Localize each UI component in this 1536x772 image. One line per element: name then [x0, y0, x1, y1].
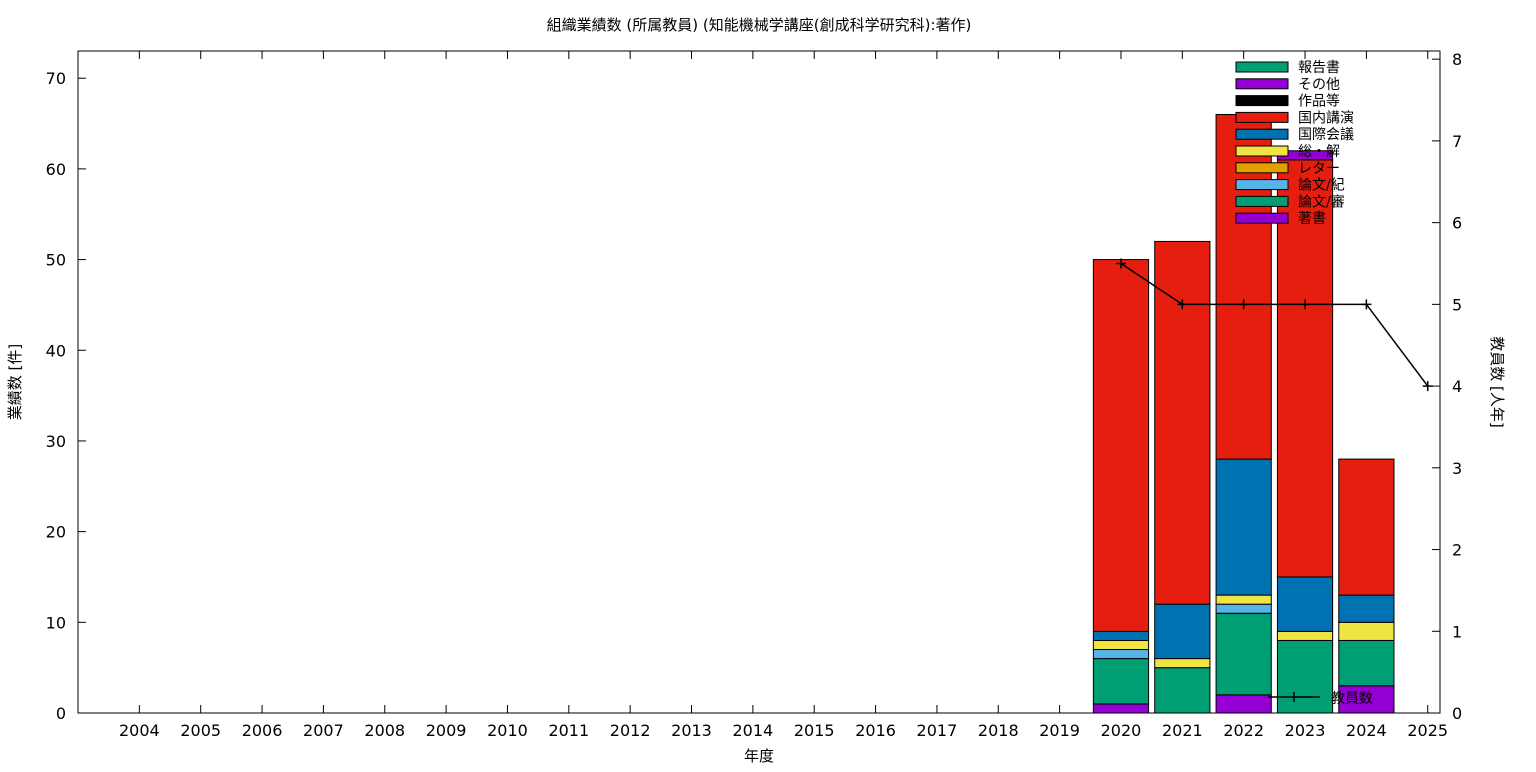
y-tick-label: 50 [46, 251, 66, 270]
y-axis-label: 業績数 [件] [6, 344, 24, 420]
x-tick-label: 2004 [119, 721, 160, 740]
bar-segment [1338, 594, 1395, 623]
legend-label: 国内講演 [1298, 110, 1354, 126]
bar-segment [1092, 649, 1150, 660]
bar-segment [1215, 594, 1272, 605]
bar-segment [1092, 639, 1150, 651]
y2-tick-label: 2 [1452, 541, 1462, 560]
y2-tick-label: 5 [1452, 295, 1462, 314]
legend-label: 国際会議 [1298, 126, 1354, 143]
x-tick-label: 2017 [917, 721, 958, 740]
y-tick-label: 0 [56, 704, 66, 723]
x-tick-label: 2023 [1285, 721, 1326, 740]
x-tick-label: 2005 [180, 721, 221, 740]
chart-title: 組織業績数 (所属教員) (知能機械学講座(創成科学研究科):著作) [547, 16, 972, 34]
bar-segment [1338, 458, 1395, 596]
x-tick-label: 2022 [1223, 721, 1264, 740]
bar-segment [1092, 259, 1150, 632]
y-tick-label: 10 [46, 613, 66, 632]
plot-layer: 0 10 20 30 40 50 60 70 0 1 2 3 4 5 6 7 8 2004 2005 2006 2007… [46, 50, 1463, 740]
y2-tick-label: 8 [1452, 50, 1462, 69]
x-tick-label: 2011 [548, 721, 589, 740]
legend-swatch [1235, 111, 1289, 123]
y-tick-label: 60 [46, 160, 66, 179]
x-axis-label: 年度 [744, 747, 774, 765]
x-tick-label: 2008 [364, 721, 405, 740]
x-tick-label: 2010 [487, 721, 528, 740]
y-tick-label: 20 [46, 523, 66, 542]
x-tick-label: 2013 [671, 721, 712, 740]
legend-swatch [1235, 78, 1289, 90]
legend-label: 著書 [1298, 211, 1326, 227]
y-tick-label: 40 [46, 341, 66, 360]
y2-tick-label: 0 [1452, 704, 1462, 723]
x-tick-label: 2012 [610, 721, 651, 740]
legend-swatch [1235, 179, 1289, 191]
plot-frame [77, 50, 1441, 714]
legend-label: 総・解 [1298, 144, 1340, 160]
x-tick-label: 2015 [794, 721, 835, 740]
teacher-count-line [1120, 262, 1429, 387]
bar-segment [1338, 621, 1395, 641]
x-tick-label: 2007 [303, 721, 344, 740]
bar-segment [1092, 630, 1150, 641]
y2-tick-label: 1 [1452, 622, 1462, 641]
x-tick-label: 2014 [733, 721, 774, 740]
legend-line-label: 教員数 [1331, 691, 1373, 707]
legend-label: 作品等 [1298, 93, 1340, 110]
legend-swatch [1235, 145, 1289, 157]
bar-segment [1276, 630, 1334, 641]
legend-label: レター [1298, 161, 1340, 177]
y-tick-label: 30 [46, 432, 66, 451]
bar-segment [1154, 667, 1211, 714]
bar-segment [1215, 694, 1272, 714]
x-tick-label: 2019 [1039, 721, 1080, 740]
legend-swatch [1235, 195, 1289, 207]
y-tick-label: 70 [46, 69, 66, 88]
bar-segment [1276, 159, 1334, 578]
bar-segment [1215, 603, 1272, 614]
legend-swatch [1235, 212, 1289, 224]
legend-label: 論文/紀 [1298, 178, 1345, 194]
bar-segment [1215, 612, 1272, 696]
bar-segment [1154, 658, 1211, 669]
bar-segment [1215, 458, 1272, 596]
y2-axis-label: 教員数 [人年] [1488, 336, 1506, 427]
x-tick-label: 2009 [426, 721, 467, 740]
x-tick-label: 2020 [1101, 721, 1142, 740]
bar-segment [1338, 639, 1395, 687]
x-tick-label: 2025 [1407, 721, 1448, 740]
legend-label: 報告書 [1298, 60, 1340, 76]
legend-swatch [1235, 128, 1289, 140]
bar-segment [1154, 240, 1211, 605]
legend-swatch [1235, 95, 1289, 107]
legend-label: 論文/審 [1298, 194, 1345, 210]
x-tick-label: 2018 [978, 721, 1019, 740]
bar-segment [1276, 639, 1334, 714]
bar-segment [1154, 603, 1211, 660]
legend-label: その他 [1298, 77, 1340, 93]
legend-swatch [1235, 61, 1289, 73]
bar-segment [1338, 685, 1395, 714]
x-tick-label: 2016 [855, 721, 896, 740]
x-tick-label: 2024 [1346, 721, 1387, 740]
legend-swatch [1235, 162, 1289, 174]
y2-tick-label: 6 [1452, 214, 1462, 233]
bar-segment [1276, 576, 1334, 632]
y2-tick-label: 7 [1452, 132, 1462, 151]
x-tick-label: 2006 [242, 721, 283, 740]
x-tick-label: 2021 [1162, 721, 1203, 740]
y2-tick-label: 3 [1452, 459, 1462, 478]
bar-segment [1092, 703, 1150, 714]
y2-tick-label: 4 [1452, 377, 1462, 396]
bar-segment [1092, 658, 1150, 705]
